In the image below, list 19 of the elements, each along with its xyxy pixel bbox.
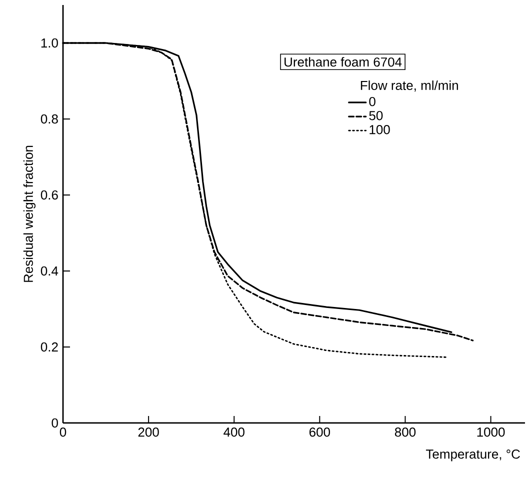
y-tick-label: 0 (52, 418, 58, 428)
x-tick-label: 400 (224, 428, 244, 437)
x-tick-label: 200 (138, 428, 159, 437)
y-tick-label: 0.6 (40, 190, 58, 200)
x-tick-label: 0 (60, 428, 66, 437)
legend-label: 50 (369, 110, 383, 120)
x-axis-title: Temperature, °C (426, 450, 520, 462)
y-tick-label: 1.0 (41, 38, 58, 48)
legend-title: Flow rate, ml/min (360, 80, 458, 92)
y-tick-label: 0.4 (40, 266, 58, 276)
y-tick-label: 0.2 (40, 342, 58, 352)
x-tick-label: 600 (309, 428, 330, 437)
y-tick-label: 0.8 (40, 114, 58, 124)
y-axis-title: Residual weight fraction (23, 146, 36, 282)
legend-label: 100 (370, 125, 390, 134)
x-tick-label: 800 (394, 428, 416, 437)
text: Urethane foam 6704 (284, 57, 402, 67)
legend-label: 0 (369, 96, 376, 106)
x-tick-label: 1000 (477, 428, 505, 437)
